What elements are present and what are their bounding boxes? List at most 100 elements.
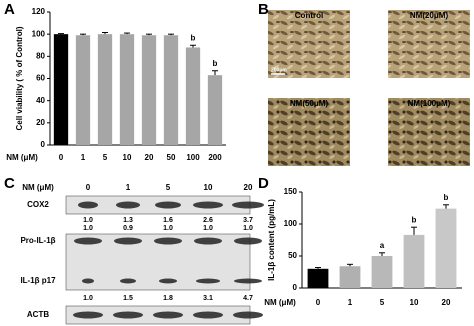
x-tick-label: 1	[81, 153, 86, 162]
bar	[307, 268, 329, 288]
lane-label: 1	[126, 183, 131, 192]
significance-label: a	[380, 241, 385, 250]
bar	[163, 35, 179, 145]
significance-label: b	[444, 193, 449, 202]
x-tick-label: 0	[316, 298, 321, 307]
y-tick-label: 100	[32, 29, 46, 38]
x-tick-label: 20	[145, 153, 154, 162]
blot-band	[234, 278, 262, 284]
significance-label: b	[213, 59, 218, 68]
band-ratio: 1.3	[123, 217, 133, 224]
band-ratio: 2.6	[203, 217, 213, 224]
x-tick-label: 1	[348, 298, 353, 307]
image-label: NM(100μM)	[408, 99, 451, 108]
band-ratio: 0.9	[123, 225, 133, 232]
lane-label: 20	[244, 183, 253, 192]
blot-band	[116, 201, 140, 209]
y-tick-label: 20	[36, 118, 45, 127]
blot-band	[74, 237, 102, 245]
micrograph	[388, 10, 470, 78]
bar	[97, 34, 113, 145]
band-ratio: 1.0	[83, 217, 93, 224]
blot-band	[82, 278, 94, 284]
y-tick-label: 60	[36, 74, 45, 83]
band-ratio: 1.8	[163, 295, 173, 302]
blot-band	[232, 201, 264, 209]
x-axis-label: NM (μM)	[6, 153, 38, 162]
blot-band	[155, 201, 181, 209]
x-tick-label: 5	[103, 153, 108, 162]
bar	[141, 35, 157, 145]
blot-band	[113, 311, 143, 319]
scale-bar-label: 200μm	[271, 67, 287, 73]
micrograph	[388, 98, 470, 166]
image-label: NM(50μM)	[290, 99, 329, 108]
significance-label: b	[412, 215, 417, 224]
micrograph	[268, 10, 350, 78]
x-tick-label: 10	[123, 153, 132, 162]
bar	[119, 34, 135, 145]
y-tick-label: 50	[288, 251, 297, 260]
band-ratio: 1.0	[243, 225, 253, 232]
y-tick-label: 40	[36, 96, 45, 105]
y-tick-label: 0	[293, 283, 298, 292]
panel-label: A	[4, 1, 15, 18]
blot-band	[114, 237, 142, 245]
blot-band	[153, 311, 183, 319]
band-ratio: 1.0	[83, 295, 93, 302]
blot-band	[120, 278, 136, 284]
bar	[371, 256, 393, 288]
x-tick-label: 5	[380, 298, 385, 307]
blot-band	[159, 278, 177, 284]
blot-band	[233, 311, 263, 319]
lane-label: 5	[166, 183, 171, 192]
blot-band	[154, 237, 182, 245]
x-axis-label: NM (μM)	[264, 298, 296, 307]
x-tick-label: 50	[167, 153, 176, 162]
blot-band	[78, 201, 98, 209]
significance-label: b	[191, 33, 196, 42]
panel-label: D	[258, 175, 269, 192]
blot-band	[234, 237, 262, 245]
image-label: NM(20μM)	[410, 11, 449, 20]
x-tick-label: 10	[410, 298, 419, 307]
band-ratio: 1.0	[163, 225, 173, 232]
y-tick-label: 120	[32, 7, 46, 16]
band-ratio: 1.6	[163, 217, 173, 224]
blot-row-label: IL-1β p17	[20, 276, 56, 285]
image-label: Control	[295, 11, 323, 20]
panel-label: C	[4, 175, 15, 192]
blot-row-label: Pro-IL-1β	[20, 236, 55, 245]
x-tick-label: 100	[186, 153, 200, 162]
y-tick-label: 100	[284, 219, 298, 228]
band-ratio: 3.1	[203, 295, 213, 302]
bar	[53, 34, 69, 145]
bar	[403, 234, 425, 288]
y-tick-label: 150	[284, 187, 298, 196]
x-tick-label: 0	[59, 153, 64, 162]
micrograph	[268, 98, 350, 166]
bar	[207, 75, 223, 145]
bar	[185, 47, 201, 145]
x-tick-label: 20	[442, 298, 451, 307]
blot-band	[73, 311, 103, 319]
band-ratio: 1.5	[123, 295, 133, 302]
y-tick-label: 0	[41, 140, 46, 149]
bar	[435, 208, 457, 288]
panel-label: B	[258, 1, 269, 18]
x-tick-label: 200	[208, 153, 222, 162]
y-axis-label: Cell viability ( % of Control)	[15, 26, 24, 130]
blot-band	[196, 278, 220, 284]
y-tick-label: 80	[36, 51, 45, 60]
bar	[339, 266, 361, 288]
band-ratio: 3.7	[243, 217, 253, 224]
bar	[75, 35, 91, 145]
blot-header: NM (μM)	[22, 183, 54, 192]
band-ratio: 1.0	[83, 225, 93, 232]
y-axis-label: IL-1β content (pg/mL)	[267, 199, 276, 281]
blot-band	[193, 201, 223, 209]
band-ratio: 1.0	[203, 225, 213, 232]
blot-row-label: ACTB	[27, 310, 49, 319]
lane-label: 10	[204, 183, 213, 192]
